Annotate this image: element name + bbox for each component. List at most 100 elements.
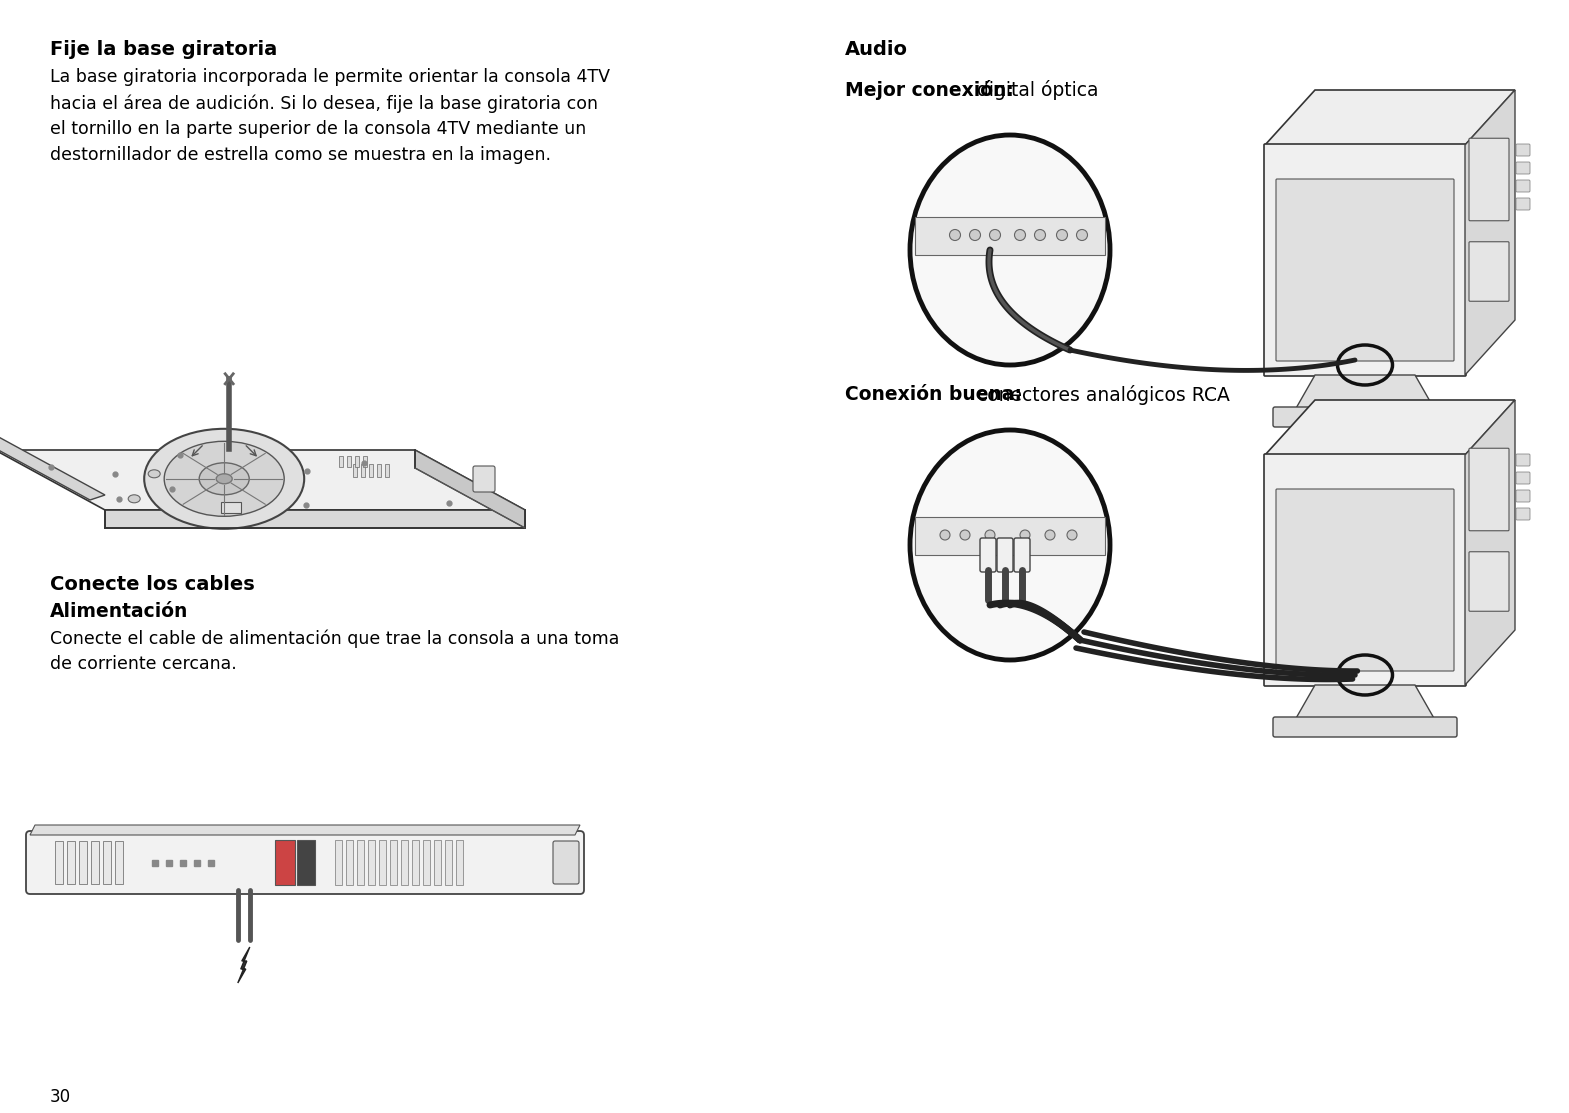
Polygon shape bbox=[275, 840, 295, 885]
Circle shape bbox=[940, 530, 949, 540]
Polygon shape bbox=[435, 840, 441, 885]
Circle shape bbox=[970, 229, 981, 240]
Ellipse shape bbox=[910, 135, 1109, 365]
Text: La base giratoria incorporada le permite orientar la consola 4TV: La base giratoria incorporada le permite… bbox=[50, 68, 610, 86]
Polygon shape bbox=[347, 456, 351, 467]
Text: Audio: Audio bbox=[846, 40, 908, 59]
Polygon shape bbox=[1294, 684, 1436, 720]
FancyBboxPatch shape bbox=[1265, 454, 1465, 686]
Polygon shape bbox=[91, 841, 99, 884]
Polygon shape bbox=[353, 464, 358, 476]
Ellipse shape bbox=[129, 495, 140, 503]
FancyBboxPatch shape bbox=[1516, 144, 1530, 156]
Polygon shape bbox=[78, 841, 86, 884]
Polygon shape bbox=[414, 450, 526, 528]
Circle shape bbox=[1045, 530, 1054, 540]
FancyBboxPatch shape bbox=[1276, 489, 1454, 671]
FancyBboxPatch shape bbox=[1516, 490, 1530, 502]
Circle shape bbox=[949, 229, 960, 240]
Ellipse shape bbox=[199, 463, 249, 495]
Text: Fije la base giratoria: Fije la base giratoria bbox=[50, 40, 278, 59]
Ellipse shape bbox=[147, 470, 160, 477]
FancyBboxPatch shape bbox=[552, 841, 579, 884]
FancyBboxPatch shape bbox=[1516, 180, 1530, 193]
Circle shape bbox=[990, 229, 1001, 240]
FancyBboxPatch shape bbox=[1516, 454, 1530, 466]
FancyBboxPatch shape bbox=[1516, 198, 1530, 210]
Ellipse shape bbox=[165, 441, 284, 516]
Polygon shape bbox=[1265, 400, 1516, 455]
FancyBboxPatch shape bbox=[981, 538, 996, 572]
Polygon shape bbox=[457, 840, 463, 885]
Polygon shape bbox=[297, 840, 315, 885]
FancyBboxPatch shape bbox=[1516, 162, 1530, 174]
Polygon shape bbox=[221, 502, 240, 513]
FancyBboxPatch shape bbox=[1272, 717, 1458, 737]
Ellipse shape bbox=[910, 430, 1109, 660]
Polygon shape bbox=[1294, 375, 1436, 410]
Polygon shape bbox=[0, 435, 105, 500]
Polygon shape bbox=[347, 840, 353, 885]
FancyBboxPatch shape bbox=[1469, 138, 1509, 220]
Polygon shape bbox=[413, 840, 419, 885]
Circle shape bbox=[1015, 229, 1026, 240]
Polygon shape bbox=[915, 518, 1105, 555]
Circle shape bbox=[960, 530, 970, 540]
FancyBboxPatch shape bbox=[1276, 179, 1454, 361]
Text: 30: 30 bbox=[50, 1089, 71, 1106]
Polygon shape bbox=[378, 464, 381, 476]
Polygon shape bbox=[1265, 90, 1516, 145]
Polygon shape bbox=[336, 840, 342, 885]
FancyBboxPatch shape bbox=[1265, 144, 1465, 376]
Circle shape bbox=[1056, 229, 1067, 240]
FancyBboxPatch shape bbox=[1469, 242, 1509, 302]
Polygon shape bbox=[361, 464, 366, 476]
FancyBboxPatch shape bbox=[1014, 538, 1029, 572]
FancyBboxPatch shape bbox=[1469, 552, 1509, 611]
FancyBboxPatch shape bbox=[1516, 508, 1530, 520]
Polygon shape bbox=[1465, 90, 1516, 375]
Polygon shape bbox=[238, 947, 249, 983]
Circle shape bbox=[1020, 530, 1029, 540]
FancyBboxPatch shape bbox=[472, 466, 494, 492]
FancyBboxPatch shape bbox=[1516, 472, 1530, 484]
Text: de corriente cercana.: de corriente cercana. bbox=[50, 654, 237, 673]
Polygon shape bbox=[355, 456, 359, 467]
Text: Conecte los cables: Conecte los cables bbox=[50, 575, 254, 594]
Polygon shape bbox=[0, 450, 526, 510]
Polygon shape bbox=[339, 456, 344, 467]
Polygon shape bbox=[391, 840, 397, 885]
Text: Mejor conexión:: Mejor conexión: bbox=[846, 80, 1014, 100]
Polygon shape bbox=[105, 510, 526, 528]
FancyBboxPatch shape bbox=[1469, 449, 1509, 531]
Polygon shape bbox=[67, 841, 75, 884]
Text: el tornillo en la parte superior de la consola 4TV mediante un: el tornillo en la parte superior de la c… bbox=[50, 120, 587, 138]
Polygon shape bbox=[55, 841, 63, 884]
Polygon shape bbox=[104, 841, 111, 884]
Polygon shape bbox=[424, 840, 430, 885]
Circle shape bbox=[1067, 530, 1076, 540]
Text: Conexión buena:: Conexión buena: bbox=[846, 385, 1021, 404]
Polygon shape bbox=[402, 840, 408, 885]
Circle shape bbox=[1076, 229, 1087, 240]
Polygon shape bbox=[369, 840, 375, 885]
Polygon shape bbox=[30, 825, 581, 835]
Polygon shape bbox=[380, 840, 386, 885]
Polygon shape bbox=[915, 217, 1105, 255]
Polygon shape bbox=[362, 456, 367, 467]
Text: Conecte el cable de alimentación que trae la consola a una toma: Conecte el cable de alimentación que tra… bbox=[50, 629, 620, 648]
Polygon shape bbox=[115, 841, 122, 884]
Text: digital óptica: digital óptica bbox=[971, 80, 1098, 100]
FancyBboxPatch shape bbox=[996, 538, 1014, 572]
Polygon shape bbox=[386, 464, 389, 476]
Circle shape bbox=[1034, 229, 1045, 240]
Ellipse shape bbox=[217, 474, 232, 484]
Polygon shape bbox=[446, 840, 452, 885]
Polygon shape bbox=[358, 840, 364, 885]
Polygon shape bbox=[1465, 400, 1516, 684]
Text: conectores analógicos RCA: conectores analógicos RCA bbox=[971, 385, 1230, 405]
FancyBboxPatch shape bbox=[27, 831, 584, 894]
Polygon shape bbox=[369, 464, 373, 476]
Circle shape bbox=[985, 530, 995, 540]
FancyBboxPatch shape bbox=[1272, 407, 1458, 427]
